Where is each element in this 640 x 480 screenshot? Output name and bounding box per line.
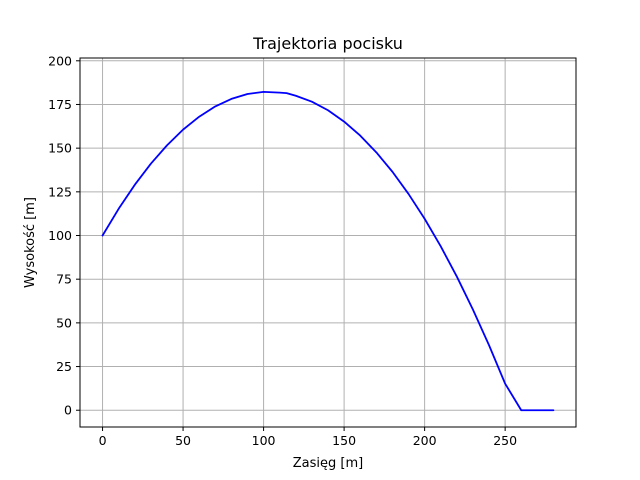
x-tick-label: 150: [332, 433, 356, 448]
y-tick-label: 125: [48, 184, 72, 199]
y-tick-label: 0: [64, 403, 72, 418]
series-line: [101, 90, 555, 412]
y-tick-label: 175: [48, 97, 72, 112]
series-layer: [101, 90, 555, 412]
y-tick-label: 100: [48, 228, 72, 243]
y-axis-ticks: 0 25 50 75 100 125 150 175 200: [48, 53, 80, 418]
x-tick-label: 100: [252, 433, 276, 448]
y-axis-label: Wysokość [m]: [23, 197, 38, 288]
x-axis-ticks: 0 50 100 150 200 250: [99, 427, 517, 448]
y-tick-label: 150: [48, 141, 72, 156]
y-tick-label: 75: [56, 272, 72, 287]
x-axis-label: Zasięg [m]: [293, 456, 363, 471]
y-tick-label: 200: [48, 53, 72, 68]
axes-frame: [79, 57, 577, 428]
chart-title: Trajektoria pocisku: [252, 34, 403, 53]
x-tick-label: 0: [99, 433, 107, 448]
x-tick-label: 250: [493, 433, 517, 448]
grid-layer: [80, 58, 576, 427]
x-tick-label: 50: [175, 433, 191, 448]
y-tick-label: 25: [56, 359, 72, 374]
y-tick-label: 50: [56, 315, 72, 330]
x-tick-label: 200: [413, 433, 437, 448]
